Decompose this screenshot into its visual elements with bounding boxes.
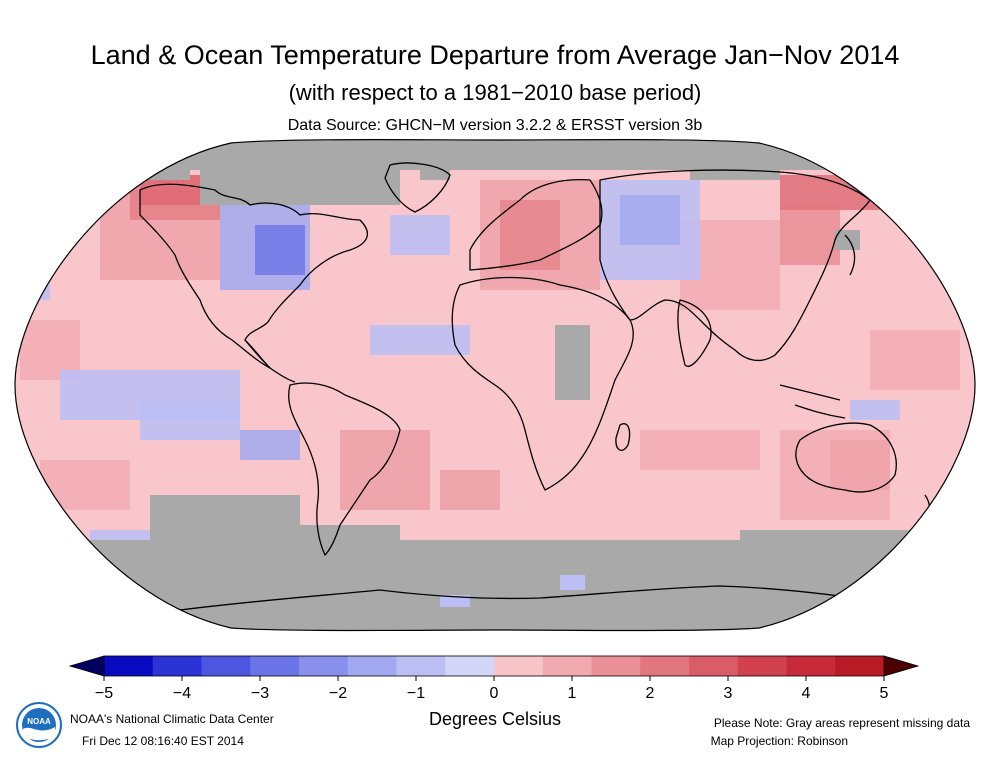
coast-greenland — [384, 162, 451, 213]
legend-color-swatch — [786, 656, 836, 676]
legend-color-swatch — [250, 656, 300, 676]
legend-tick-labels: −5 −4 −3 −2 −1 0 1 2 3 4 5 — [95, 676, 889, 700]
legend-tick-label: −4 — [173, 685, 191, 700]
cool-anomaly-region — [140, 400, 240, 440]
legend-tick-label: −5 — [95, 685, 113, 700]
legend-color-swatch — [201, 656, 251, 676]
missing-data-southern-ocean — [150, 495, 300, 555]
legend-tick-label: 1 — [568, 685, 577, 700]
legend-color-swatch — [835, 656, 885, 676]
map-fill-layer — [15, 139, 975, 631]
data-source: Data Source: GHCN−M version 3.2.2 & ERSS… — [287, 117, 703, 134]
missing-data-africa — [555, 325, 590, 400]
legend-color-swatch — [347, 656, 397, 676]
projection-note: Map Projection: Robinson — [710, 734, 848, 748]
legend-tick-label: −2 — [329, 685, 347, 700]
map-subtitle: (with respect to a 1981−2010 base period… — [288, 80, 702, 105]
warm-anomaly-region — [500, 200, 560, 270]
legend-over-arrow — [883, 655, 920, 677]
legend-tick-label: 4 — [802, 685, 811, 700]
legend-tick-label: 5 — [880, 685, 889, 700]
legend-color-swatch — [396, 656, 446, 676]
legend-color-swatch — [494, 656, 544, 676]
coast-japan — [844, 234, 856, 276]
cool-anomaly-region — [850, 400, 900, 420]
timestamp: Fri Dec 12 08:16:40 EST 2014 — [82, 734, 244, 748]
legend-tick-label: 0 — [490, 685, 499, 700]
coast-antarctica — [179, 585, 901, 611]
legend-tick-label: 2 — [646, 685, 655, 700]
logo-text: NOAA — [27, 717, 51, 726]
coast-indonesia — [779, 384, 846, 419]
coast-madagascar — [615, 423, 631, 451]
warm-anomaly-region — [870, 330, 960, 390]
legend-color-swatch — [591, 656, 641, 676]
cool-anomaly-region — [560, 575, 585, 590]
legend-tick-label: 3 — [724, 685, 733, 700]
coast-india — [677, 299, 712, 367]
coast-europe — [469, 179, 603, 271]
cool-anomaly-region — [390, 215, 450, 255]
coast-africa — [451, 276, 634, 491]
cool-anomaly-region — [440, 595, 470, 607]
coast-north-america — [139, 183, 369, 369]
legend-color-swatch — [640, 656, 690, 676]
warm-anomaly-region — [640, 430, 760, 470]
missing-data-southern-ocean — [300, 525, 400, 555]
legend-color-swatch — [542, 656, 592, 676]
noaa-logo-icon: NOAA — [16, 702, 62, 748]
legend-color-swatch — [689, 656, 739, 676]
coast-australia — [795, 422, 897, 493]
legend-color-swatch — [737, 656, 787, 676]
coast-asia — [599, 169, 871, 362]
legend-tick-label: −1 — [407, 685, 425, 700]
missing-data-note: Please Note: Gray areas represent missin… — [713, 716, 970, 730]
cool-anomaly-region — [255, 225, 305, 275]
warm-anomaly-region — [340, 430, 430, 510]
legend-color-swatch — [104, 656, 154, 676]
legend-tick-label: −3 — [251, 685, 269, 700]
legend-colorbar — [68, 655, 920, 677]
coast-south-america — [288, 382, 401, 556]
warm-anomaly-region — [440, 470, 500, 510]
legend-under-arrow — [68, 655, 105, 677]
legend-units-label: Degrees Celsius — [428, 709, 562, 729]
cool-anomaly-region — [240, 430, 300, 460]
legend-color-swatch — [299, 656, 349, 676]
cool-anomaly-region — [620, 195, 680, 245]
center-name: NOAA's National Climatic Data Center — [70, 712, 274, 726]
temperature-anomaly-map — [14, 139, 976, 632]
legend-color-swatch — [152, 656, 202, 676]
color-legend: −5 −4 −3 −2 −1 0 1 2 3 4 5 — [68, 655, 920, 700]
coast-central-america — [244, 339, 296, 383]
map-title: Land & Ocean Temperature Departure from … — [90, 40, 900, 70]
missing-data-asia — [835, 230, 860, 250]
legend-color-swatch — [445, 656, 495, 676]
warm-anomaly-region — [780, 430, 890, 520]
